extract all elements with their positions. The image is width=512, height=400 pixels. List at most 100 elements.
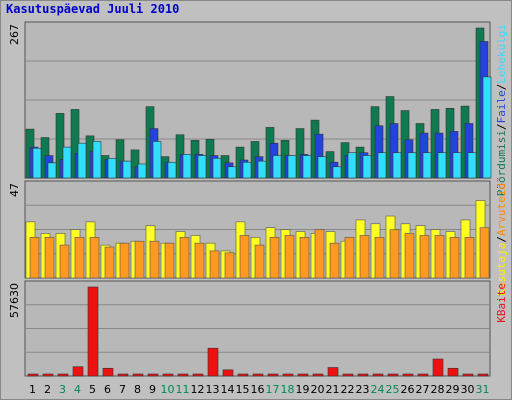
bar-bandwidth-day-4	[72, 366, 84, 377]
bar-bandwidth-day-26	[402, 373, 414, 377]
bar-hosts-day-18	[284, 235, 295, 279]
x-tick-label-day-6: 6	[104, 383, 111, 396]
bar-bandwidth-day-21	[327, 367, 339, 377]
bar-bandwidth-day-29	[447, 367, 459, 377]
bar-hits-day-2	[47, 162, 57, 179]
bar-hits-day-9	[152, 141, 162, 179]
bar-hosts-day-8	[134, 240, 145, 279]
bar-hits-day-17	[272, 155, 282, 179]
bar-bandwidth-day-24	[372, 373, 384, 377]
bar-hits-day-3	[62, 146, 72, 179]
chart-title: Kasutuspäevad Juuli 2010	[6, 2, 180, 16]
x-tick-label-day-22: 22	[341, 383, 355, 396]
bar-bandwidth-day-12	[192, 373, 204, 377]
bar-bandwidth-day-28	[432, 358, 444, 377]
bar-hits-day-6	[107, 158, 117, 179]
bar-hits-day-16	[257, 160, 267, 179]
bar-bandwidth-day-25	[387, 373, 399, 377]
x-tick-label-day-17: 17	[266, 383, 280, 396]
panel-2-ymax-label: 47	[8, 183, 21, 197]
bar-bandwidth-day-2	[42, 373, 54, 377]
x-tick-label-day-25: 25	[386, 383, 400, 396]
bar-hits-day-30	[467, 152, 477, 179]
bar-hits-day-20	[317, 156, 327, 179]
x-tick-label-day-20: 20	[311, 383, 325, 396]
bar-hits-day-27	[422, 152, 432, 179]
bar-bandwidth-day-14	[222, 369, 234, 377]
bar-hosts-day-16	[254, 244, 265, 279]
x-tick-label-day-3: 3	[59, 383, 66, 396]
x-tick-label-day-16: 16	[251, 383, 265, 396]
x-tick-label-day-11: 11	[176, 383, 190, 396]
bar-hosts-day-31	[479, 227, 490, 279]
bar-hits-day-13	[212, 158, 222, 179]
bar-hits-day-10	[167, 161, 177, 179]
x-tick-label-day-29: 29	[446, 383, 460, 396]
x-tick-label-day-12: 12	[191, 383, 205, 396]
x-tick-label-day-21: 21	[326, 383, 340, 396]
x-tick-label-day-1: 1	[29, 383, 36, 396]
bar-hosts-day-1	[29, 237, 40, 279]
x-tick-label-day-5: 5	[89, 383, 96, 396]
bar-bandwidth-day-20	[312, 373, 324, 377]
bar-hits-day-23	[362, 155, 372, 179]
series-label-part: Faile	[495, 90, 508, 123]
panel-2-series-label: Kasutaja/Arvuteid	[495, 183, 508, 296]
panel-1-series-label: Pöördumisi/Faile/Lehekülgi	[495, 24, 508, 196]
bar-bandwidth-day-5	[87, 286, 99, 377]
bar-bandwidth-day-8	[132, 373, 144, 377]
bar-hits-day-7	[122, 160, 132, 179]
panel-3-ymax-label: 57630	[8, 283, 21, 318]
bar-bandwidth-day-18	[282, 373, 294, 377]
bar-bandwidth-day-11	[177, 373, 189, 377]
bar-hosts-day-30	[464, 237, 475, 279]
bar-hits-day-25	[392, 152, 402, 179]
bar-hosts-day-3	[59, 244, 70, 279]
x-tick-label-day-31: 31	[476, 383, 490, 396]
x-tick-label-day-26: 26	[401, 383, 415, 396]
bar-hosts-day-11	[179, 237, 190, 279]
bar-bandwidth-day-3	[57, 373, 69, 377]
bar-hits-day-31	[482, 76, 492, 179]
bar-hits-day-11	[182, 154, 192, 179]
bar-bandwidth-day-16	[252, 373, 264, 377]
bar-bandwidth-day-19	[297, 373, 309, 377]
x-tick-label-day-14: 14	[221, 383, 235, 396]
bar-hosts-day-20	[314, 229, 325, 279]
bar-hosts-day-17	[269, 237, 280, 279]
series-label-part: Kasutaja	[495, 243, 508, 296]
bar-bandwidth-day-9	[147, 373, 159, 377]
bar-hits-day-19	[302, 155, 312, 179]
bar-hosts-day-14	[224, 252, 235, 279]
x-tick-label-day-4: 4	[74, 383, 81, 396]
series-label-part: /	[495, 236, 508, 243]
series-label-part: KBaite	[495, 283, 508, 323]
x-tick-label-day-24: 24	[371, 383, 385, 396]
bar-hits-day-8	[137, 163, 147, 179]
series-label-part: /	[495, 123, 508, 130]
bar-hits-day-21	[332, 166, 342, 179]
bar-bandwidth-day-1	[27, 373, 39, 377]
bar-hosts-day-15	[239, 235, 250, 279]
bar-hosts-day-7	[119, 242, 130, 279]
bar-bandwidth-day-7	[117, 373, 129, 377]
series-label-part: /	[495, 84, 508, 91]
bar-hits-day-26	[407, 152, 417, 179]
bar-bandwidth-day-17	[267, 373, 279, 377]
bar-hits-day-15	[242, 161, 252, 179]
bar-bandwidth-day-15	[237, 373, 249, 377]
bar-hits-day-14	[227, 166, 237, 179]
bar-bandwidth-day-10	[162, 373, 174, 377]
bar-hits-day-12	[197, 155, 207, 179]
x-tick-label-day-18: 18	[281, 383, 295, 396]
x-tick-label-day-9: 9	[149, 383, 156, 396]
bar-bandwidth-day-6	[102, 367, 114, 377]
bar-hits-day-28	[437, 152, 447, 179]
x-tick-label-day-30: 30	[461, 383, 475, 396]
bar-bandwidth-day-23	[357, 373, 369, 377]
bar-hosts-day-29	[449, 237, 460, 279]
bar-bandwidth-day-13	[207, 347, 219, 377]
bar-bandwidth-day-27	[417, 373, 429, 377]
x-tick-label-day-15: 15	[236, 383, 250, 396]
